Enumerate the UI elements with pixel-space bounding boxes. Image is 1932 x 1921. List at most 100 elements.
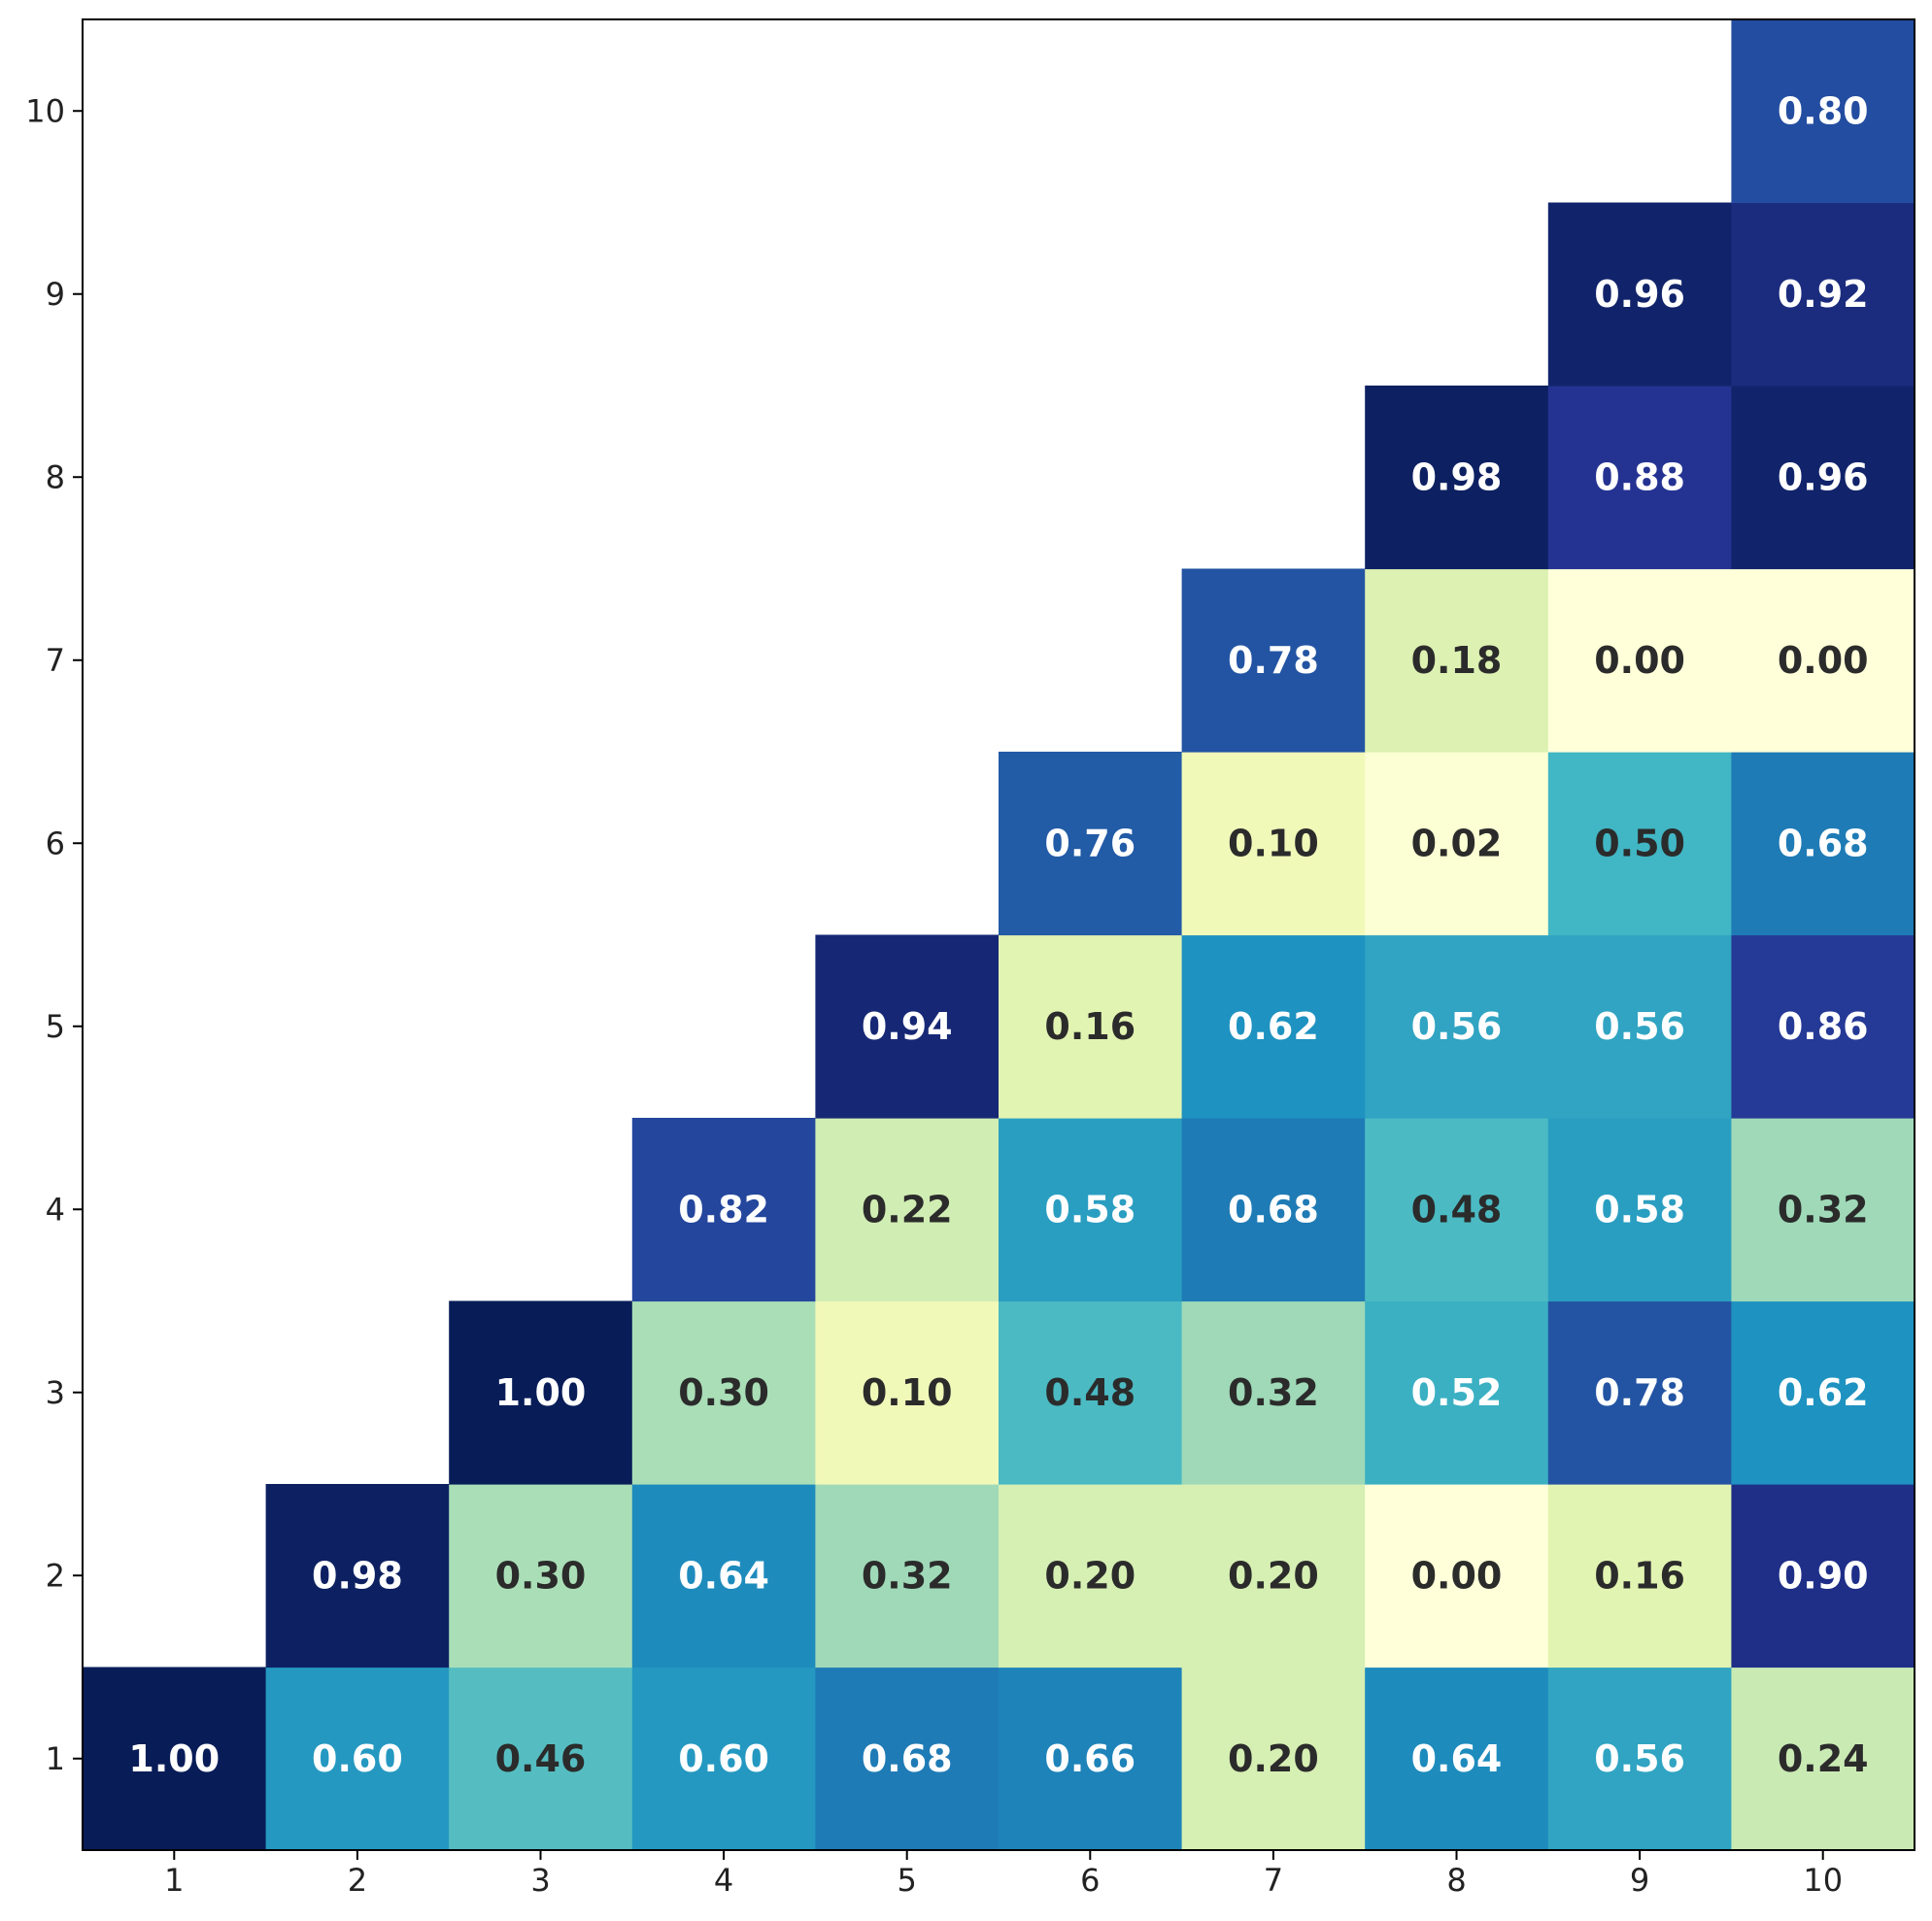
x-tick-label: 8 bbox=[1446, 1862, 1466, 1899]
y-tick-label: 6 bbox=[46, 825, 65, 861]
heatmap-cell bbox=[1181, 568, 1366, 753]
cell-value-label: 0.46 bbox=[495, 1737, 587, 1780]
heatmap-cell bbox=[999, 1118, 1183, 1302]
x-tick-label: 7 bbox=[1264, 1862, 1283, 1899]
y-tick-label: 10 bbox=[25, 92, 65, 129]
heatmap-cell bbox=[631, 1667, 816, 1851]
cell-value-label: 0.62 bbox=[1228, 1005, 1319, 1048]
x-tick-label: 2 bbox=[348, 1862, 367, 1899]
heatmap-cell bbox=[999, 934, 1183, 1119]
cell-value-label: 0.64 bbox=[1411, 1737, 1503, 1780]
cell-value-label: 1.00 bbox=[128, 1737, 220, 1780]
cell-value-label: 0.48 bbox=[1411, 1188, 1503, 1230]
cell-value-label: 0.20 bbox=[1044, 1554, 1135, 1597]
heatmap-cell bbox=[999, 752, 1183, 936]
cell-value-label: 0.30 bbox=[678, 1371, 769, 1414]
cell-value-label: 0.78 bbox=[1594, 1371, 1685, 1414]
heatmap-cell bbox=[815, 1484, 1000, 1668]
x-tick-label: 1 bbox=[164, 1862, 184, 1899]
cell-value-label: 0.94 bbox=[862, 1005, 953, 1048]
cell-value-label: 0.30 bbox=[495, 1554, 587, 1597]
cell-value-label: 0.68 bbox=[1228, 1188, 1319, 1230]
heatmap-cell bbox=[1731, 386, 1915, 570]
heatmap-cell bbox=[1547, 1484, 1732, 1668]
x-axis: 1 2 3 4 5 6 7 8 9 10 bbox=[164, 1850, 1843, 1899]
cell-value-label: 0.10 bbox=[862, 1371, 953, 1414]
cell-value-label: 0.66 bbox=[1044, 1737, 1135, 1780]
plot-frame bbox=[82, 18, 1915, 1851]
cell-value-label: 0.98 bbox=[1411, 455, 1503, 498]
y-axis: 1 2 3 4 5 6 7 8 9 10 bbox=[25, 92, 83, 1777]
cell-value-label: 0.20 bbox=[1228, 1737, 1319, 1780]
heatmap-cell bbox=[1365, 1667, 1549, 1851]
heatmap-cell bbox=[1547, 386, 1732, 570]
cell-value-label: 0.96 bbox=[1778, 455, 1869, 498]
heatmap-cell bbox=[449, 1667, 633, 1851]
heatmap-cell bbox=[1731, 19, 1915, 204]
cell-value-label: 0.86 bbox=[1778, 1005, 1869, 1048]
heatmap-cell bbox=[631, 1484, 816, 1668]
cell-value-label: 0.82 bbox=[678, 1188, 769, 1230]
y-tick-label: 2 bbox=[46, 1557, 65, 1594]
y-tick-label: 1 bbox=[46, 1740, 65, 1777]
cell-value-label: 0.00 bbox=[1778, 639, 1869, 682]
heatmap-cell bbox=[265, 1667, 450, 1851]
cell-value-label: 0.02 bbox=[1411, 822, 1503, 864]
cell-value-label: 0.92 bbox=[1778, 273, 1869, 316]
cell-value-label: 0.76 bbox=[1044, 822, 1135, 864]
cell-value-label: 0.60 bbox=[678, 1737, 769, 1780]
cell-value-label: 0.56 bbox=[1411, 1005, 1503, 1048]
x-tick-label: 3 bbox=[530, 1862, 550, 1899]
cell-value-label: 0.56 bbox=[1594, 1005, 1685, 1048]
x-tick-label: 4 bbox=[714, 1862, 733, 1899]
heatmap-cell bbox=[999, 1667, 1183, 1851]
y-tick-label: 3 bbox=[46, 1374, 65, 1411]
heatmap-cell bbox=[1547, 1118, 1732, 1302]
heatmap-cell bbox=[1365, 1118, 1549, 1302]
heatmap-cell bbox=[1365, 752, 1549, 936]
heatmap-cell bbox=[1547, 934, 1732, 1119]
cell-value-label: 0.32 bbox=[1778, 1188, 1869, 1230]
heatmap-cell bbox=[1181, 1300, 1366, 1485]
cell-value-label: 1.00 bbox=[495, 1371, 587, 1414]
heatmap-cell bbox=[1731, 1667, 1915, 1851]
x-tick-label: 6 bbox=[1080, 1862, 1100, 1899]
heatmap-cell bbox=[1731, 752, 1915, 936]
cell-value-label: 0.24 bbox=[1778, 1737, 1869, 1780]
cell-value-label: 0.00 bbox=[1411, 1554, 1503, 1597]
y-tick-label: 7 bbox=[46, 642, 65, 679]
heatmap-cell bbox=[631, 1118, 816, 1302]
heatmap-cells bbox=[83, 19, 1915, 1851]
heatmap-cell bbox=[1731, 934, 1915, 1119]
y-tick-label: 4 bbox=[46, 1191, 65, 1228]
heatmap-cell bbox=[1365, 386, 1549, 570]
heatmap-cell bbox=[83, 1667, 267, 1851]
heatmap-cell bbox=[1365, 1484, 1549, 1668]
cell-value-label: 0.20 bbox=[1228, 1554, 1319, 1597]
cell-value-label: 0.62 bbox=[1778, 1371, 1869, 1414]
cell-value-label: 0.64 bbox=[678, 1554, 769, 1597]
y-tick-label: 8 bbox=[46, 458, 65, 495]
heatmap-cell bbox=[1181, 752, 1366, 936]
heatmap-cell bbox=[1731, 568, 1915, 753]
cell-value-label: 0.18 bbox=[1411, 639, 1503, 682]
heatmap-cell bbox=[1547, 752, 1732, 936]
cell-value-label: 0.58 bbox=[1044, 1188, 1135, 1230]
heatmap-cell bbox=[999, 1484, 1183, 1668]
heatmap-cell bbox=[1365, 934, 1549, 1119]
heatmap-cell bbox=[1181, 1484, 1366, 1668]
heatmap-cell bbox=[1731, 1300, 1915, 1485]
heatmap-cell-labels: 1.00 0.60 0.46 0.60 0.68 0.66 0.20 0.64 0.56 0.24… bbox=[128, 89, 1868, 1780]
cell-value-label: 0.00 bbox=[1594, 639, 1685, 682]
x-tick-label: 5 bbox=[898, 1862, 917, 1899]
heatmap-cell bbox=[1547, 202, 1732, 387]
cell-value-label: 0.56 bbox=[1594, 1737, 1685, 1780]
heatmap-cell bbox=[1731, 1118, 1915, 1302]
cell-value-label: 0.98 bbox=[312, 1554, 403, 1597]
heatmap-cell bbox=[449, 1300, 633, 1485]
cell-value-label: 0.58 bbox=[1594, 1188, 1685, 1230]
heatmap-cell bbox=[1547, 1300, 1732, 1485]
cell-value-label: 0.52 bbox=[1411, 1371, 1503, 1414]
cell-value-label: 0.68 bbox=[862, 1737, 953, 1780]
